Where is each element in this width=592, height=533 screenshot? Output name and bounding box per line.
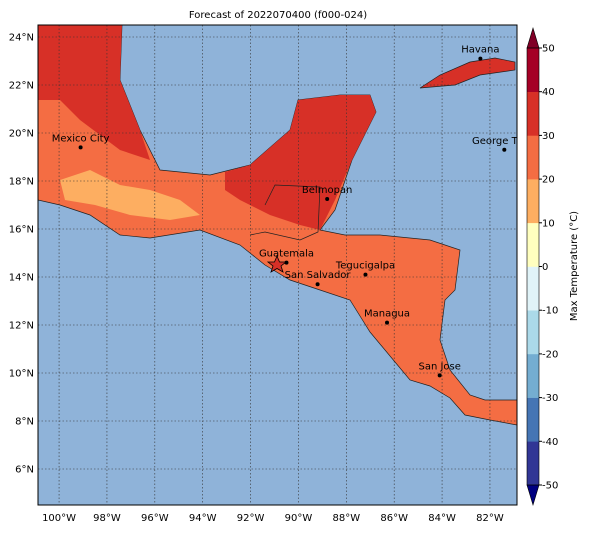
title: Forecast of 2022070400 (f000-024): [189, 10, 367, 21]
lat-tick-label: 20°N: [9, 129, 34, 140]
island: [419, 57, 516, 89]
colorbar-tick-label: 50: [542, 44, 555, 55]
colorbar-extend-under: [526, 484, 540, 507]
colorbar-band: [527, 441, 539, 486]
lon-tick-label: 94°W: [189, 513, 217, 524]
city-marker: [437, 373, 442, 378]
city-label: Mexico City: [52, 133, 110, 144]
city-marker: [363, 272, 368, 277]
colorbar-tick-label: 0: [542, 262, 548, 273]
colorbar-label: Max Temperature (°C): [569, 211, 580, 321]
colorbar-band: [527, 266, 539, 311]
colorbar-tick-label: -30: [542, 393, 558, 404]
lon-tick-label: 86°W: [380, 513, 408, 524]
city-label: Managua: [364, 309, 410, 320]
colorbar-tick-label: -10: [542, 306, 558, 317]
colorbar-band: [527, 353, 539, 398]
colorbar-band: [527, 397, 539, 442]
lon-tick-label: 92°W: [237, 513, 265, 524]
lat-tick-label: 14°N: [9, 273, 34, 284]
star-marker: [266, 254, 288, 273]
hot-region: [38, 25, 150, 160]
lon-tick-label: 90°W: [285, 513, 313, 524]
city-marker: [78, 145, 83, 150]
map-frame: [37, 24, 518, 506]
lon-tick-label: 96°W: [141, 513, 169, 524]
city-label: George Town: [472, 136, 537, 147]
colorbar-tick-label: -40: [542, 437, 558, 448]
colorbar-tick-label: -50: [542, 481, 558, 492]
colorbar-band: [527, 310, 539, 355]
lat-tick-label: 12°N: [9, 321, 34, 332]
city-marker: [478, 56, 483, 61]
colorbar-tick-label: 40: [542, 87, 555, 98]
city-label: San Salvador: [285, 270, 352, 281]
lon-tick-label: 88°W: [333, 513, 361, 524]
city-label: Havana: [461, 45, 499, 56]
lat-tick-label: 16°N: [9, 225, 34, 236]
axes: 100°W 98°W 96°W 94°W 92°W 90°W 88°W 86°W 84°W 82°…: [9, 33, 504, 525]
cities: Mexico City Belmopan Guatemala San Salvador…: [52, 45, 537, 378]
city-marker: [502, 147, 507, 152]
lat-tick-label: 6°N: [15, 465, 34, 476]
city-marker: [385, 320, 390, 325]
city-label: Tegucigalpa: [335, 261, 395, 272]
city-marker: [315, 282, 320, 287]
lat-tick-label: 24°N: [9, 33, 34, 44]
colorbar-band: [527, 135, 539, 180]
lat-tick-label: 8°N: [15, 417, 34, 428]
lon-tick-label: 84°W: [428, 513, 456, 524]
colorbar-band: [527, 91, 539, 136]
graticule: [38, 25, 517, 505]
colorbar-tick-label: -20: [542, 349, 558, 360]
colorbar-tick-label: 20: [542, 175, 555, 186]
lon-tick-label: 98°W: [93, 513, 121, 524]
colorbar-band: [527, 48, 539, 92]
colorbar-band: [527, 222, 539, 267]
city-label: San Jose: [418, 361, 460, 372]
lat-tick-label: 18°N: [9, 177, 34, 188]
lon-tick-label: 82°W: [476, 513, 504, 524]
city-label: Belmopan: [302, 185, 352, 196]
map-area: Mexico City Belmopan Guatemala San Salvador…: [38, 25, 537, 505]
colorbar: -50 -40 -30 -20 -10 0 10 20 30 40 50: [526, 26, 558, 507]
city-label: Guatemala: [259, 249, 314, 260]
lon-tick-label: 100°W: [42, 513, 76, 524]
lat-tick-label: 10°N: [9, 369, 34, 380]
colorbar-tick-label: 30: [542, 131, 555, 142]
border: [249, 184, 321, 241]
colorbar-extend-over: [526, 26, 540, 49]
colorbar-band: [527, 179, 539, 224]
colorbar-tick-label: 10: [542, 218, 555, 229]
hot-region: [225, 95, 376, 230]
cool-region: [60, 170, 200, 220]
city-marker: [325, 197, 330, 201]
lat-tick-label: 22°N: [9, 81, 34, 92]
